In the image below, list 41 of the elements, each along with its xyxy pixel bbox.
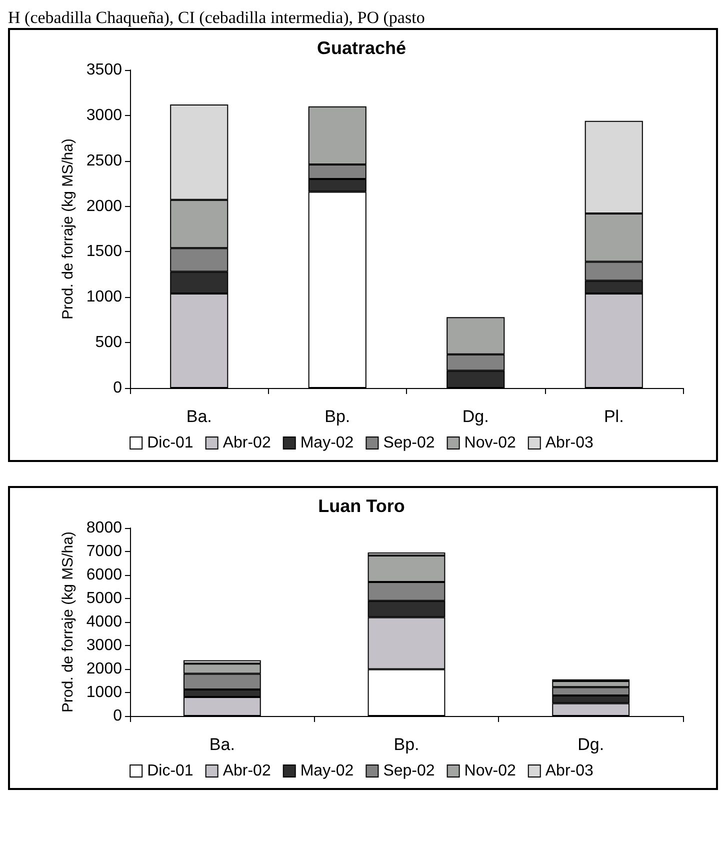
x-tick-label: Ba. [209, 735, 235, 754]
legend-label: Nov-02 [464, 434, 516, 452]
y-tick-label: 2000 [86, 660, 122, 678]
y-tick-label: 3000 [86, 106, 122, 124]
y-tick-label: 4000 [86, 614, 122, 630]
y-tick-label: 3000 [86, 637, 122, 654]
y-tick-label: 8000 [86, 520, 122, 536]
legend-label: Abr-03 [545, 762, 594, 780]
y-tick-label: 1000 [86, 288, 122, 306]
y-tick-label: 0 [113, 380, 122, 396]
x-tick-label: Pl. [604, 407, 624, 426]
chart-title: Luan Toro [318, 496, 405, 516]
y-tick-label: 6000 [86, 566, 122, 584]
legend-label: Abr-03 [545, 434, 594, 452]
y-tick-label: 0 [113, 708, 122, 724]
x-tick-label: Ba. [186, 407, 212, 426]
legend-label: Nov-02 [464, 762, 516, 780]
x-tick-label: Bp. [394, 735, 420, 754]
x-tick-label: Dg. [578, 735, 604, 754]
y-tick-label: 7000 [86, 543, 122, 560]
legend-label: Abr-02 [222, 762, 271, 780]
legend-label: Sep-02 [383, 762, 435, 780]
legend-label: Sep-02 [383, 434, 435, 452]
y-axis-title: Prod. de forraje (kg MS/ha) [60, 532, 77, 712]
y-tick-label: 1500 [86, 243, 122, 260]
legend-label: May-02 [300, 762, 354, 780]
y-tick-label: 500 [95, 334, 122, 352]
y-tick-label: 5000 [86, 590, 122, 607]
chart-title: Guatraché [316, 38, 406, 58]
legend-label: Abr-02 [222, 434, 271, 452]
y-tick-label: 2500 [86, 152, 122, 170]
y-tick-label: 1000 [86, 684, 122, 701]
x-tick-label: Bp. [324, 407, 350, 426]
text: H (cebadilla Chaqueña), CI (cebadilla intermedia), PO (pasto [8, 8, 426, 28]
legend-label: May-02 [300, 434, 354, 452]
y-tick-label: 3500 [86, 62, 122, 78]
legend-label: Dic-01 [147, 762, 194, 780]
y-tick-label: 2000 [86, 198, 122, 215]
y-axis-title: Prod. de forraje (kg MS/ha) [60, 138, 77, 320]
legend-label: Dic-01 [147, 434, 194, 452]
x-tick-label: Dg. [462, 407, 489, 426]
